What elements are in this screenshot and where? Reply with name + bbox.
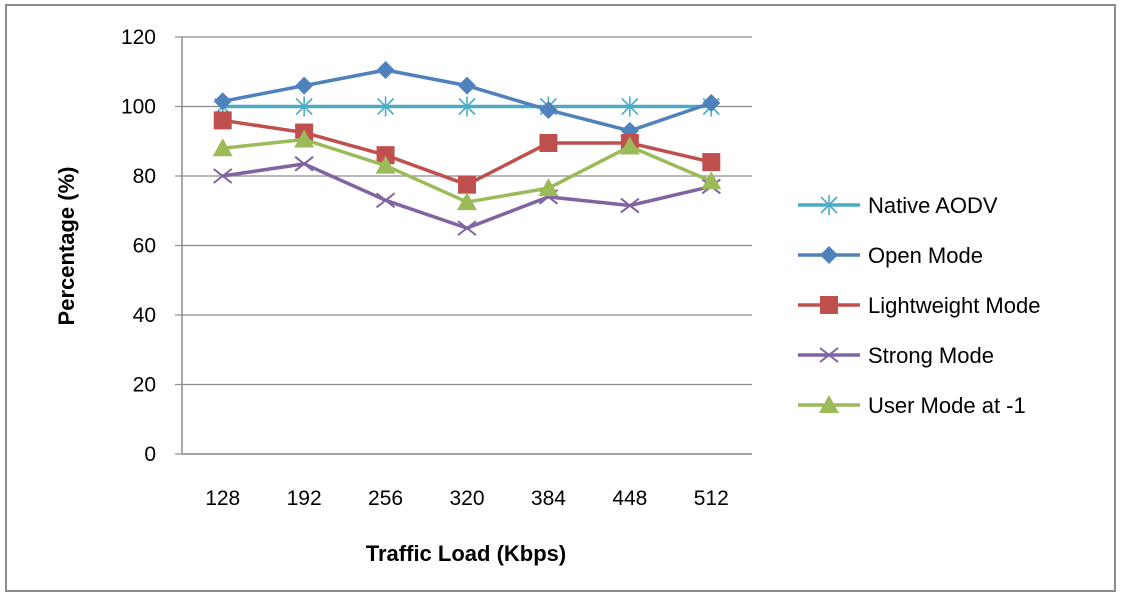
x-tick-label: 448: [612, 487, 647, 510]
data-point: [539, 100, 558, 119]
legend-marker: [820, 246, 838, 264]
legend-label: Lightweight Mode: [868, 293, 1040, 318]
series-lines: [212, 61, 722, 236]
data-point: [377, 96, 395, 117]
data-point: [701, 171, 722, 190]
data-point: [621, 96, 639, 117]
data-point: [213, 92, 232, 111]
data-point: [457, 220, 477, 236]
y-tick-label: 40: [133, 304, 156, 327]
x-tick-label: 320: [449, 487, 484, 510]
y-tick-label: 120: [121, 26, 156, 49]
data-point: [458, 76, 476, 95]
data-point: [458, 175, 476, 194]
gridlines: [175, 36, 752, 455]
x-tick-label: 192: [287, 487, 322, 510]
x-tick-labels: 128 192 256 320 384 448 512: [205, 487, 729, 510]
legend-item: Native AODV: [798, 193, 998, 218]
data-point: [702, 153, 721, 172]
legend-label: User Mode at -1: [868, 393, 1026, 418]
data-point: [375, 155, 396, 174]
legend-marker: [819, 395, 839, 413]
y-tick-label: 60: [133, 235, 156, 258]
legend-item: Lightweight Mode: [798, 293, 1040, 318]
data-point: [539, 133, 558, 152]
y-tick-label: 100: [121, 96, 156, 119]
axes: [181, 37, 752, 455]
legend: Native AODV Open Mode Lightweight Mode Stro…: [798, 193, 1040, 418]
x-tick-label: 128: [205, 487, 240, 510]
series-strong-mode: [213, 156, 721, 236]
data-point: [294, 156, 314, 172]
legend-label: Native AODV: [868, 193, 998, 218]
data-point: [376, 146, 395, 165]
data-point: [538, 178, 559, 197]
x-axis-title: Traffic Load (Kbps): [366, 541, 566, 566]
data-point: [375, 192, 396, 209]
y-tick-label: 80: [133, 165, 156, 188]
data-point: [295, 76, 314, 95]
data-point: [294, 129, 315, 148]
data-point: [619, 136, 640, 155]
legend-label: Strong Mode: [868, 343, 994, 368]
x-tick-label: 384: [531, 487, 566, 510]
data-point: [213, 111, 232, 130]
legend-item: User Mode at -1: [798, 393, 1026, 418]
series-user-mode-at-1: [212, 129, 722, 211]
legend-item: Strong Mode: [798, 343, 994, 368]
y-tick-label: 20: [133, 374, 156, 397]
data-point: [620, 197, 640, 214]
legend-marker: [820, 296, 838, 314]
series-native-aodv: [214, 96, 720, 117]
y-tick-label: 0: [144, 443, 156, 466]
data-point: [458, 96, 476, 117]
x-tick-label: 256: [368, 487, 403, 510]
data-point: [702, 94, 721, 113]
legend-marker: [819, 347, 839, 363]
legend-item: Open Mode: [798, 243, 983, 268]
data-point: [295, 96, 313, 117]
legend-label: Open Mode: [868, 243, 983, 268]
data-point: [376, 61, 395, 80]
legend-marker: [820, 195, 838, 215]
y-tick-labels: 0 20 40 60 80 100 120: [121, 26, 156, 466]
data-point: [457, 192, 477, 211]
chart-frame: [5, 4, 1116, 592]
y-axis-title: Percentage (%): [54, 167, 79, 326]
x-tick-label: 512: [694, 487, 729, 510]
data-point: [213, 168, 233, 184]
data-point: [212, 138, 233, 157]
